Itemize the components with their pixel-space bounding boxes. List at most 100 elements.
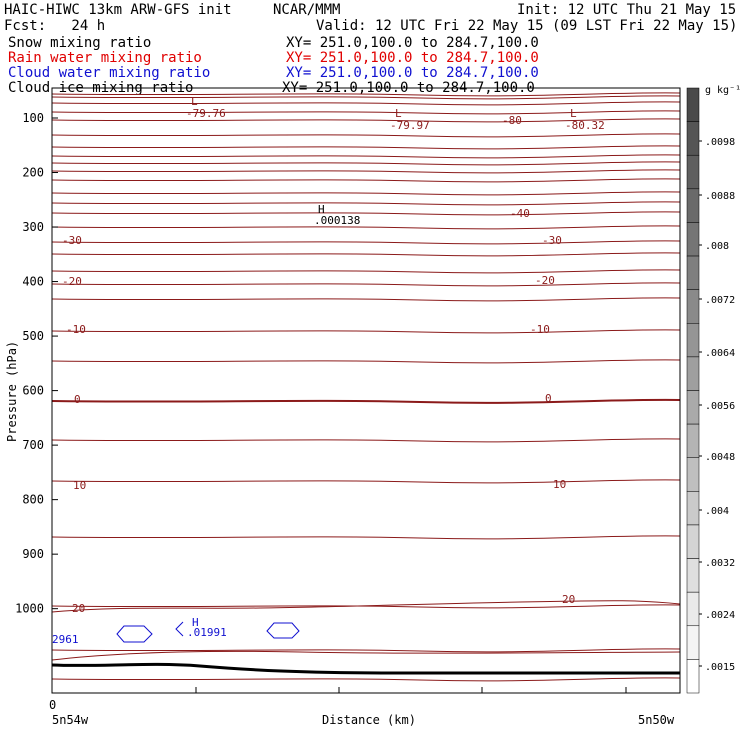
contour-line [51, 240, 681, 245]
y-axis-label: Pressure (hPa) [5, 341, 19, 442]
contour-line [51, 211, 681, 216]
colorbar-cell [686, 423, 700, 458]
colorbar-level-label: .004 [705, 506, 729, 517]
contour-line [51, 201, 681, 206]
contour-line [51, 535, 681, 540]
extremum-value-h1: .000138 [314, 214, 360, 227]
y-tick-label: 500 [22, 329, 44, 343]
colorbar-level-label: .0032 [705, 558, 735, 569]
y-tick-label: 100 [22, 111, 44, 125]
contour-line [51, 648, 681, 653]
colorbar-cell [686, 457, 700, 492]
x-axis-label: Distance (km) [322, 713, 416, 727]
contour-label-m20-left: -20 [62, 275, 82, 288]
surface-line [51, 662, 680, 675]
extremum-kind-l1: L [191, 95, 198, 108]
colorbar-cell [686, 558, 700, 593]
field-xy-rain: XY= 251.0,100.0 to 284.7,100.0 [286, 50, 539, 66]
extremum-kind-l2: L [395, 107, 402, 120]
contour-line [51, 225, 681, 230]
y-tick-label: 900 [22, 547, 44, 561]
extremum-value-h2: .01991 [187, 626, 227, 639]
field-label-rain: Rain water mixing ratio [8, 50, 202, 66]
temperature-contours [51, 92, 681, 682]
extremum-kind-l3: L [570, 107, 577, 120]
field-xy-snow: XY= 251.0,100.0 to 284.7,100.0 [286, 35, 539, 51]
contour-line [51, 145, 681, 150]
contour-label-20-left: 20 [72, 602, 85, 615]
colorbar-cell [686, 524, 700, 559]
contour-line [51, 269, 681, 274]
colorbar-level-label: .0056 [705, 401, 735, 412]
contour-line [51, 604, 681, 609]
contour-line [51, 297, 681, 302]
field-label-cloud-water: Cloud water mixing ratio [8, 65, 211, 81]
extremum-kind-h2: H [192, 616, 199, 629]
extremum-kind-h1: H [318, 203, 325, 216]
extremum-value-l1: -79.76 [186, 107, 226, 120]
contour-line [51, 282, 681, 287]
y-tick-label: 600 [22, 384, 44, 398]
org-label: NCAR/MMM [273, 2, 341, 18]
contour-line [51, 161, 681, 166]
contour-line [51, 169, 681, 174]
contour-label-0-left: 0 [74, 393, 81, 406]
contour-line [51, 118, 681, 123]
contour-label-m40: -40 [510, 207, 530, 220]
x-tick-label-start: 5n54w [52, 713, 89, 727]
colorbar-level-label: .0048 [705, 452, 735, 463]
colorbar-level-label: .0015 [705, 662, 735, 673]
x-origin-label: 0 [49, 698, 56, 712]
contour-line [51, 677, 681, 682]
contour-line [51, 133, 681, 138]
contour-line [51, 398, 681, 404]
contour-label-m30-left: -30 [62, 234, 82, 247]
contour-label-m30-right: -30 [542, 234, 562, 247]
colorbar-level-label: .0072 [705, 295, 735, 306]
colorbar-cell [686, 591, 700, 627]
colorbar-cell [686, 491, 700, 526]
y-tick-label: 800 [22, 493, 44, 507]
contour-line [51, 252, 681, 257]
y-tick-label: 1000 [15, 602, 44, 616]
cloud-water-cell-left [116, 625, 153, 643]
y-tick-label: 300 [22, 220, 44, 234]
contour-line [51, 329, 681, 334]
colorbar-cell [686, 323, 700, 358]
contour-label-0-right: 0 [545, 392, 552, 405]
colorbar-cell [686, 390, 700, 425]
contour-line [51, 101, 681, 106]
contour-line [51, 600, 681, 613]
colorbar-cell [686, 87, 700, 122]
contour-line [51, 92, 681, 97]
contour-line [51, 650, 681, 661]
contour-line [51, 191, 681, 196]
y-tick-label: 400 [22, 275, 44, 289]
field-xy-cloud-water: XY= 251.0,100.0 to 284.7,100.0 [286, 65, 539, 81]
contour-label-m80: -80 [502, 114, 522, 127]
contour-line [51, 110, 681, 115]
init-time: Init: 12 UTC Thu 21 May 15 [517, 2, 737, 18]
y-tick-label: 700 [22, 438, 44, 452]
cloud-water-cell-right [266, 622, 300, 639]
colorbar-cell [686, 255, 700, 290]
valid-time: Valid: 12 UTC Fri 22 May 15 (09 LST Fri … [316, 18, 738, 34]
field-label-snow: Snow mixing ratio [8, 35, 152, 51]
colorbar-cell [686, 222, 700, 257]
contour-label-m10-right: -10 [530, 323, 550, 336]
colorbar-level-label: .0088 [705, 191, 735, 202]
colorbar-cell [686, 121, 700, 156]
extremum-value-edge: 2961 [52, 633, 79, 646]
contour-label-m10-left: -10 [66, 323, 86, 336]
extremum-value-l2: -79.97 [390, 119, 430, 132]
colorbar-cell [686, 625, 700, 660]
colorbar-cell [686, 188, 700, 223]
forecast-hour: Fcst: 24 h [4, 18, 106, 34]
x-tick-label-end: 5n50w [638, 713, 675, 727]
colorbar-level-label: .0024 [705, 610, 735, 621]
plot-frame [51, 87, 681, 694]
colorbar-cell [686, 659, 700, 694]
contour-line [51, 479, 681, 484]
colorbar-cell [686, 356, 700, 391]
